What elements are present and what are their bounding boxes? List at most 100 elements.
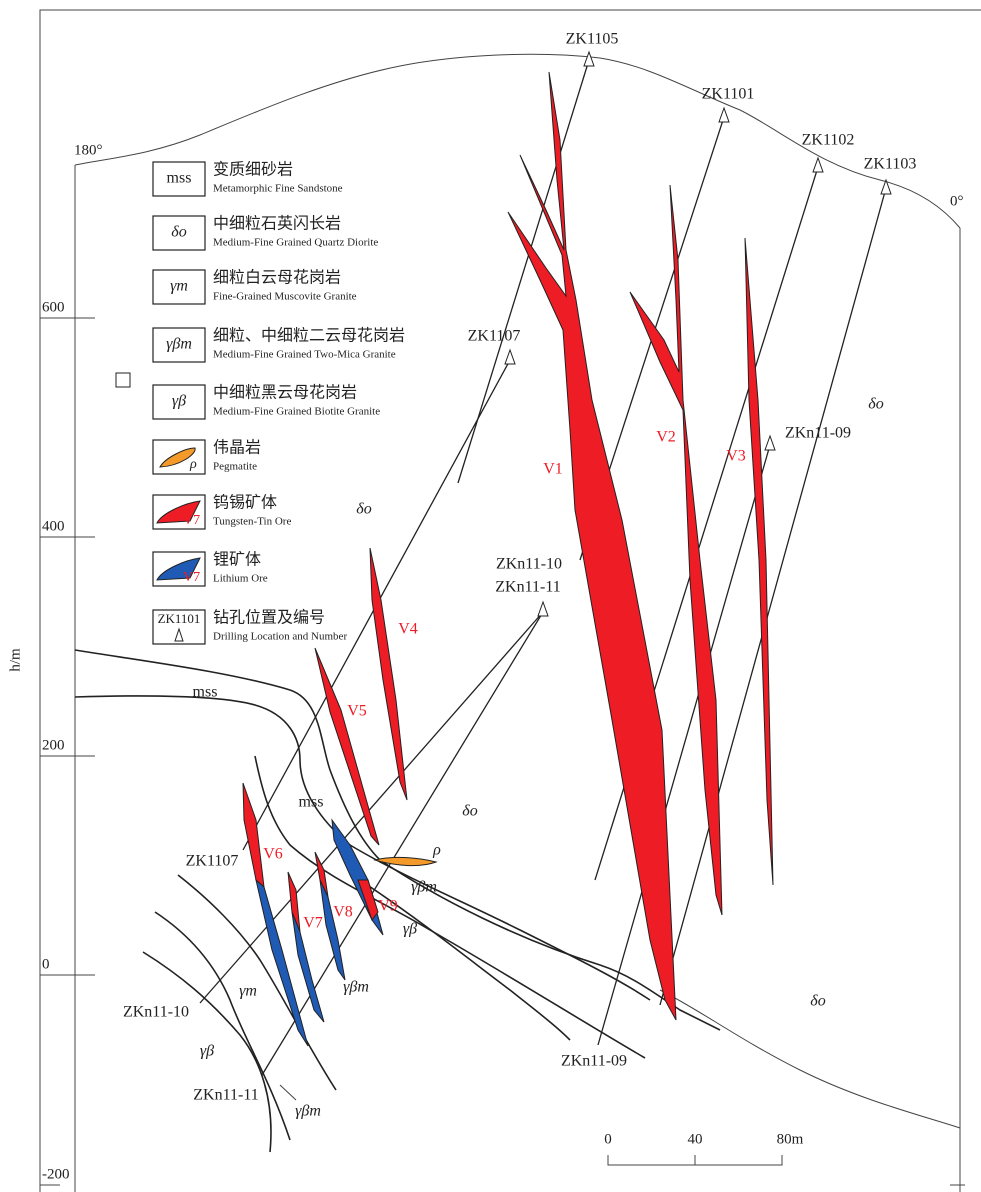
rock-label: δo [810,993,825,1010]
drill-marker [812,156,824,173]
drill-label: ZKn11-09 [785,425,851,442]
boundaries [74,649,961,1153]
legend-symbol: ρ [189,457,197,472]
ore-v6-li [255,878,309,1047]
legend-zh: 细粒、中细粒二云母花岗岩 [213,326,405,345]
ore-label: V8 [333,904,353,921]
legend-symbol: mss [167,170,192,187]
ore-v7-li [291,911,325,1023]
drill-hole [261,611,544,1076]
legend-swatch [156,557,201,581]
ore-v9 [357,879,379,922]
axis-tick-label: 600 [42,299,65,315]
legend-swatch [159,447,196,468]
boundary [74,695,651,1001]
drill-label: ZKn11-09 [561,1053,627,1070]
rock-label: mss [193,684,218,701]
rock-label: δo [462,803,477,820]
boundary [254,755,646,1059]
legend-box [152,439,206,475]
legend-symbol: ZK1101 [158,611,201,626]
legend-en: Lithium Ore [213,573,268,585]
legend-zh: 中细粒黑云母花岗岩 [213,383,357,402]
rock-label: γβ [403,921,417,938]
drill-label: ZK1107 [468,328,521,345]
ore-label: V1 [543,461,563,478]
ore-label: V6 [263,846,283,863]
ore-v6 [242,782,265,889]
scale-label: 0 [604,1131,612,1147]
legend-symbol: V7 [183,570,200,585]
drill-label: ZKn11-11 [193,1087,258,1104]
orientation-right: 0° [950,193,964,209]
axis-tick-label: -200 [42,1166,70,1182]
ore-bodies [242,71,774,1047]
ore-v5 [314,647,380,846]
drill-marker [583,50,595,67]
legend-box [152,384,206,420]
ore-label: V9 [378,898,398,915]
legend-box [152,269,206,305]
legend-drill-marker [174,627,184,642]
drill-label: ZKn11-10 [123,1004,189,1021]
drill-marker [880,178,892,195]
legend-zh: 变质细砂岩 [213,160,293,179]
boundary [359,879,571,1041]
boundary [279,1084,297,1101]
boundary [154,911,291,1141]
ore-v3 [744,237,774,886]
ore-label: V5 [347,703,367,720]
scale-label: 80m [777,1131,804,1147]
ore-v1 [507,71,677,1021]
drill-marker [764,434,776,451]
legend-box [152,327,206,363]
drill-marker [718,106,730,123]
boundary [74,649,721,1031]
drill-marker [504,348,516,365]
legend-symbol: δo [171,224,186,241]
legend-symbol: V7 [183,513,200,528]
drill-label: ZK1105 [566,31,619,48]
legend-en: Medium-Fine Grained Biotite Granite [213,406,380,418]
axis-tick-label: 200 [42,737,65,753]
boundary [177,874,337,1091]
ore-v2 [629,184,723,916]
pegmatite [373,856,438,867]
rock-label: δo [356,501,371,518]
axis-tick-label: 0 [42,956,50,972]
boundary [142,951,272,1153]
rock-label: γβm [295,1103,321,1120]
scale-label: 40 [688,1131,703,1147]
legend-en: Pegmatite [213,461,257,473]
ore-label: V4 [398,621,418,638]
axis-tick-label: 400 [42,518,65,534]
legend-en: Medium-Fine Grained Quartz Diorite [213,237,378,249]
legend-symbol: γβ [172,393,186,410]
scale-bar [607,1155,783,1166]
drill-label: ZK1107 [186,853,239,870]
drill-hole [199,611,544,1004]
legend-symbol: γβm [166,336,192,353]
ore-v8-li [319,879,346,981]
legend-zh: 锂矿体 [213,550,261,569]
legend-en: Medium-Fine Grained Two-Mica Granite [213,349,396,361]
legend-en: Fine-Grained Muscovite Granite [213,291,357,303]
drill-label: ZKn11-11 [495,579,560,596]
drill-hole [659,187,887,1006]
rock-label: ρ [432,842,441,859]
legend-box [152,215,206,251]
rock-label: γβ [200,1043,214,1060]
drill-marker [537,600,549,617]
legend-en: Drilling Location and Number [213,631,347,643]
legend-symbol: γm [170,278,188,295]
drill-label: ZK1102 [802,132,855,149]
rock-label: γm [239,983,257,1000]
ore-label: V2 [656,429,676,446]
drill-label: ZK1103 [864,156,917,173]
rock-label: γβm [411,879,437,896]
orientation-left: 180° [74,142,103,158]
topography [74,53,961,229]
axis-ticks [40,317,965,1186]
axis-label: h/m [7,648,23,672]
